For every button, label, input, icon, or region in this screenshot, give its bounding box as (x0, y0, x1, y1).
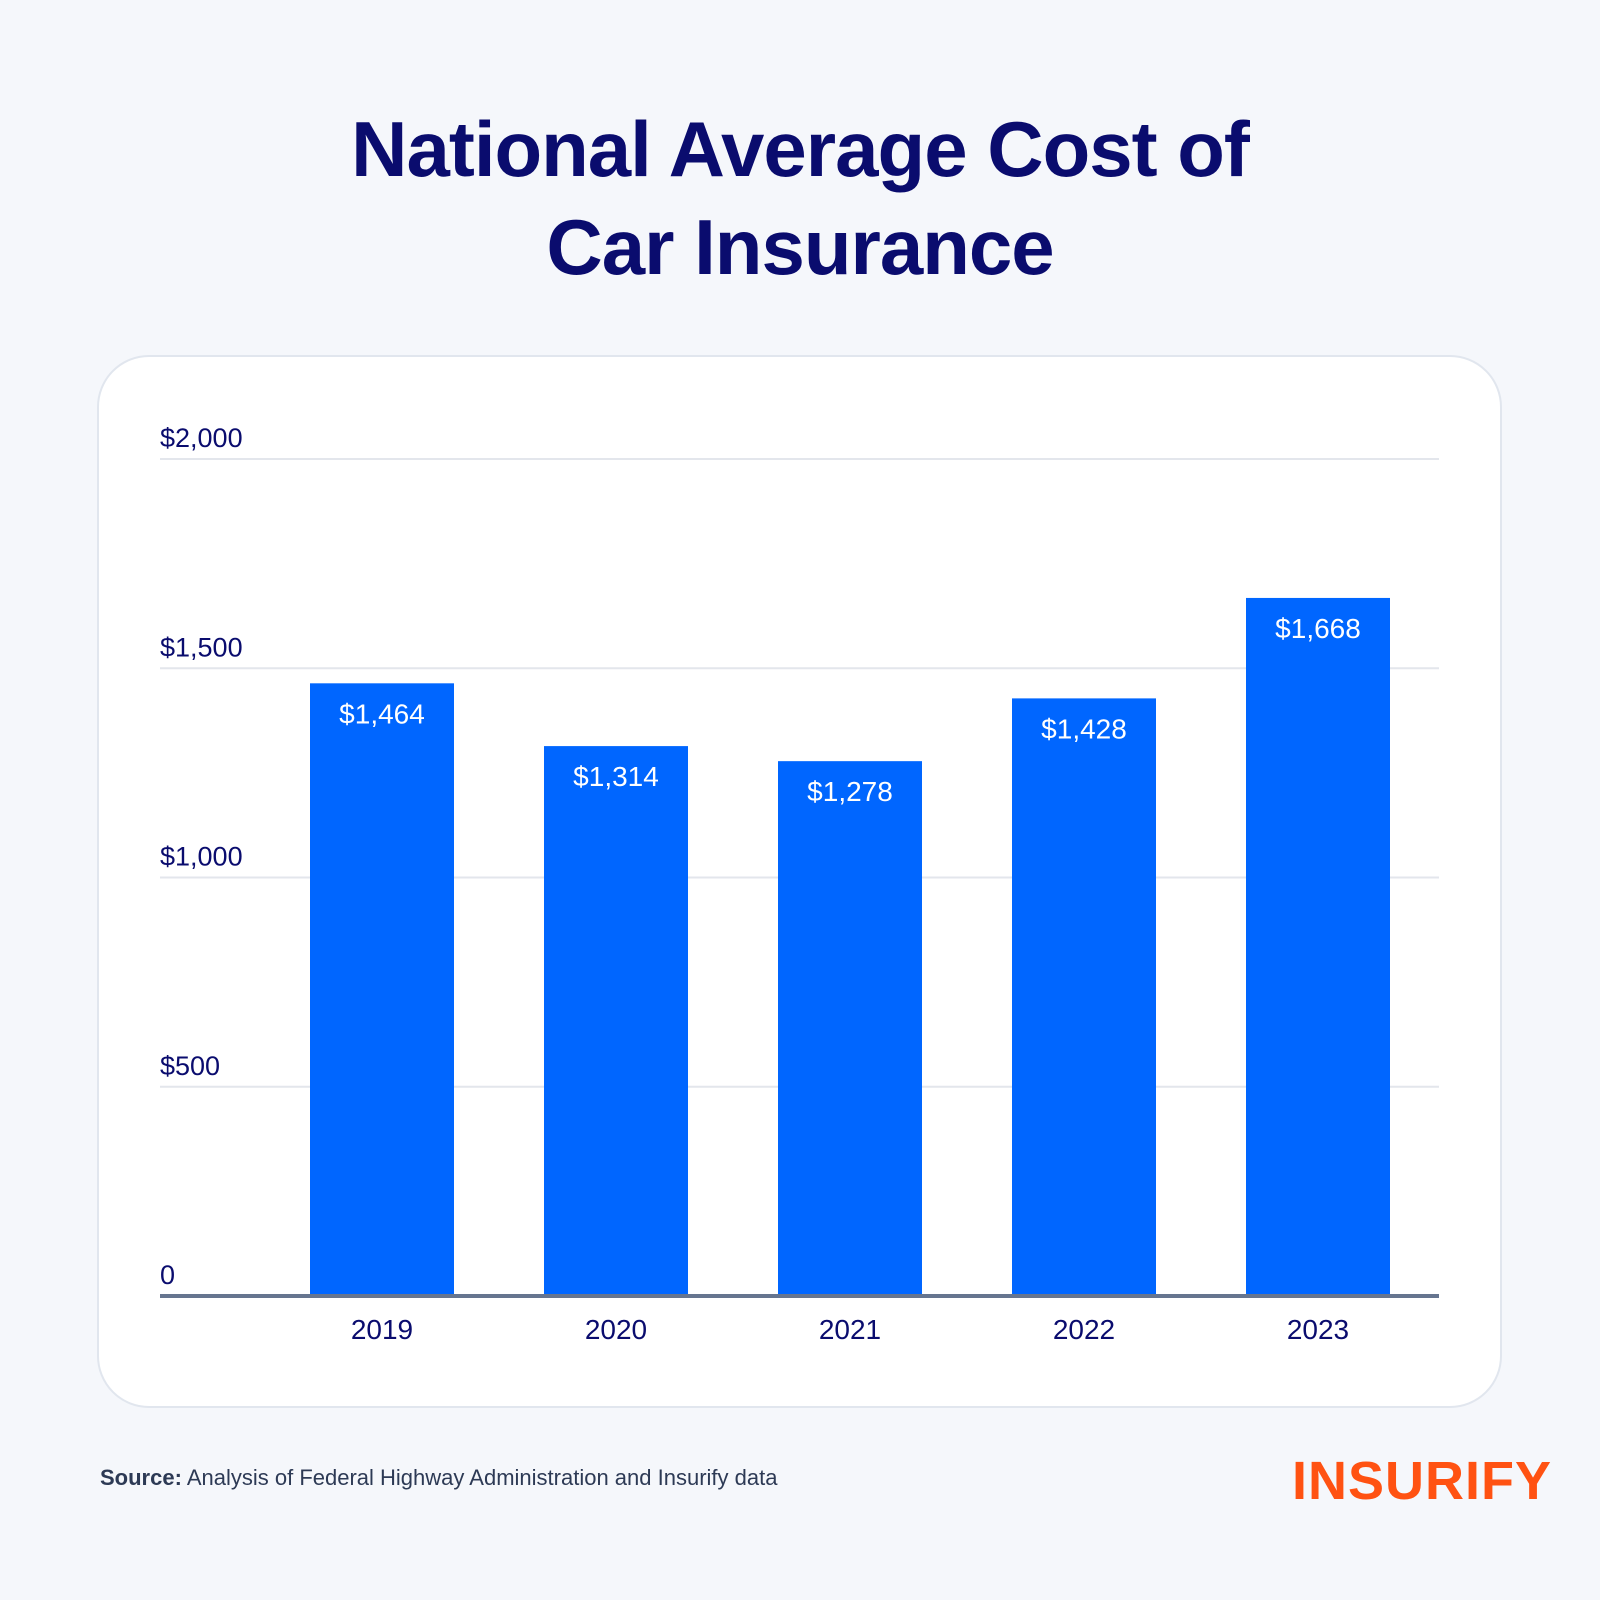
x-tick-label: 2022 (1053, 1314, 1115, 1345)
insurify-logo: INSURIFY (1292, 1451, 1553, 1511)
bar-2023 (1246, 597, 1390, 1296)
title-line-1: National Average Cost of (351, 105, 1250, 193)
source-text: Analysis of Federal Highway Administrati… (186, 1465, 778, 1490)
x-tick-label: 2023 (1287, 1314, 1349, 1345)
data-label: $1,668 (1275, 613, 1361, 644)
y-tick-label: $1,500 (160, 632, 243, 662)
bar-2021 (778, 761, 922, 1296)
x-tick-label: 2020 (585, 1314, 647, 1345)
source-label: Source: (100, 1465, 182, 1490)
bar-2019 (310, 683, 454, 1296)
x-tick-label: 2021 (819, 1314, 881, 1345)
y-tick-label: $500 (160, 1051, 220, 1081)
y-tick-label: $1,000 (160, 842, 243, 872)
source-note: Source: Analysis of Federal Highway Admi… (100, 1465, 777, 1491)
chart-title: National Average Cost of Car Insurance (0, 100, 1600, 296)
data-label: $1,464 (339, 698, 425, 729)
data-label: $1,278 (807, 776, 893, 807)
y-tick-label: $2,000 (160, 423, 243, 453)
bar-2022 (1012, 698, 1156, 1296)
bar-2020 (544, 746, 688, 1296)
data-label: $1,314 (573, 761, 659, 792)
title-line-2: Car Insurance (546, 203, 1054, 291)
data-label: $1,428 (1041, 713, 1127, 744)
y-tick-label: 0 (160, 1260, 175, 1290)
x-tick-label: 2019 (351, 1314, 413, 1345)
